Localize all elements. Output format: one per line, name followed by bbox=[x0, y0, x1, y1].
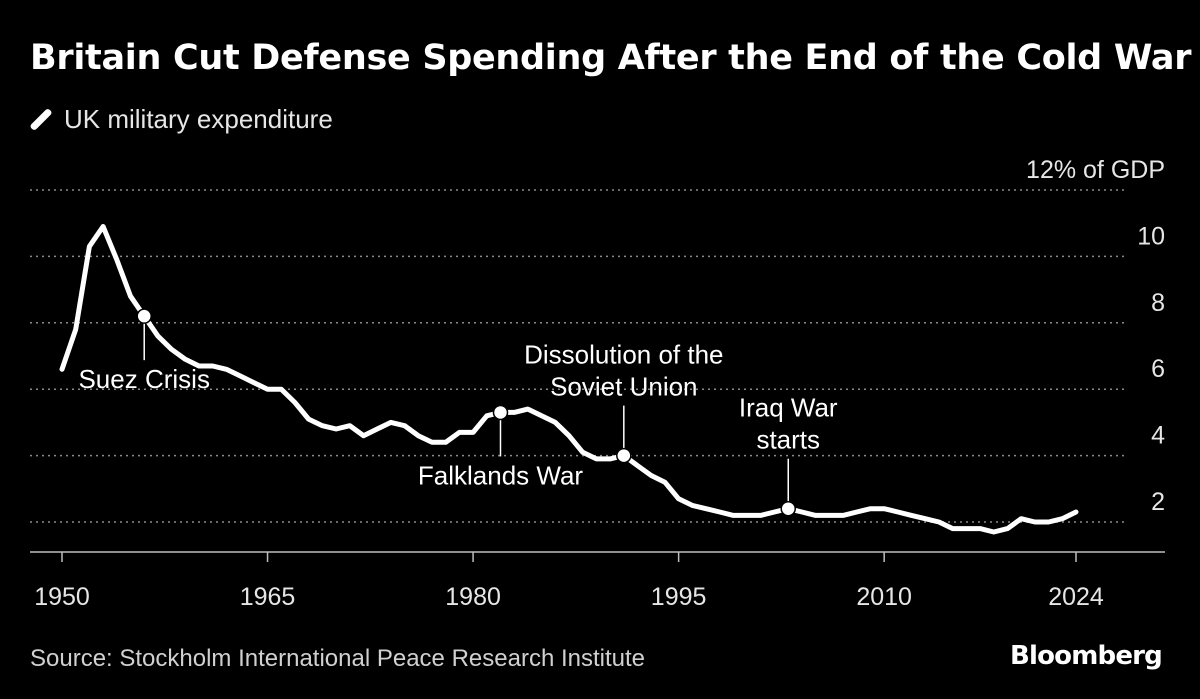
series-line bbox=[59, 224, 1079, 535]
y-tick-label: 12% of GDP bbox=[1026, 156, 1165, 184]
annotation-marker bbox=[492, 404, 509, 421]
annotation-label: Dissolution of the Soviet Union bbox=[524, 340, 723, 402]
x-tick-label: 1995 bbox=[651, 583, 707, 611]
source-note: Source: Stockholm International Peace Re… bbox=[30, 645, 645, 672]
y-tick-label: 6 bbox=[1151, 355, 1165, 383]
y-tick-label: 2 bbox=[1151, 488, 1165, 516]
annotation-marker bbox=[616, 447, 632, 464]
y-tick-label: 10 bbox=[1137, 222, 1165, 250]
x-tick-label: 1965 bbox=[240, 583, 296, 611]
annotation-label: Suez Crisis bbox=[78, 364, 209, 394]
annotation-label: Iraq War starts bbox=[739, 393, 838, 455]
annotation-label: Falklands War bbox=[418, 460, 584, 490]
legend-label: UK military expenditure bbox=[64, 104, 333, 134]
chart-title: Britain Cut Defense Spending After the E… bbox=[30, 38, 1192, 78]
x-tick-label: 2024 bbox=[1048, 583, 1104, 611]
y-tick-label: 8 bbox=[1151, 289, 1165, 317]
y-tick-label: 4 bbox=[1151, 422, 1165, 450]
bloomberg-logo: Bloomberg bbox=[1009, 641, 1163, 671]
x-tick-label: 2010 bbox=[856, 583, 912, 611]
x-tick-label: 1950 bbox=[34, 583, 90, 611]
legend: UK military expenditure bbox=[29, 104, 333, 135]
annotation-marker bbox=[136, 308, 152, 324]
annotation-marker bbox=[780, 500, 796, 517]
x-tick-label: 1980 bbox=[445, 583, 501, 611]
